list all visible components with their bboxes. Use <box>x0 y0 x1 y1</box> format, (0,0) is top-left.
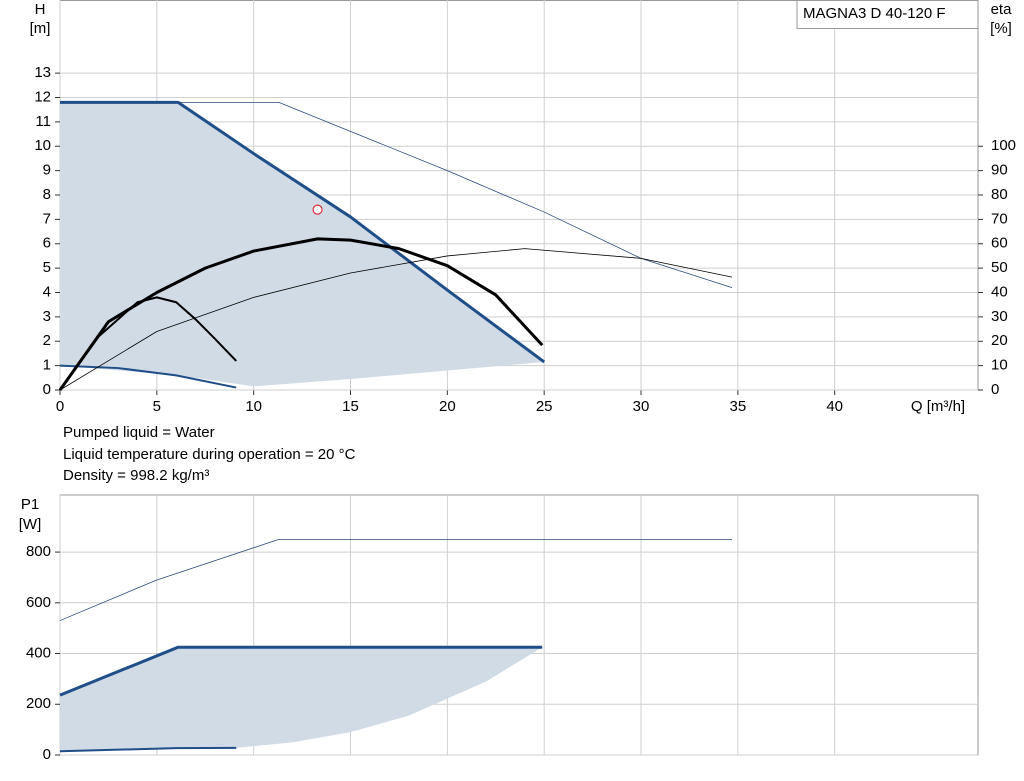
efficiency-curve <box>59 248 733 391</box>
y-tick-label: 1 <box>43 357 51 374</box>
x-tick-label: 30 <box>633 398 650 415</box>
y-tick-label: 2 <box>43 332 51 349</box>
y-tick-label: 12 <box>34 88 51 105</box>
operating-area <box>60 102 545 387</box>
plots: 0 5 10 15 20 25 30 35 40012345678910111213010203… <box>26 0 1016 763</box>
y-tick-label: 13 <box>34 64 51 81</box>
y-tick-label: 10 <box>34 137 51 154</box>
y2-tick-label: 20 <box>991 332 1008 349</box>
curve <box>59 364 237 389</box>
curve <box>59 645 543 697</box>
y-tick-label: 7 <box>43 210 51 227</box>
title-box <box>796 0 979 29</box>
efficiency-curve <box>59 296 237 391</box>
y2-tick-label: 10 <box>991 357 1008 374</box>
y-tick-label: 11 <box>35 113 51 130</box>
x-tick-label: 40 <box>826 398 843 415</box>
note: Liquid temperature during operation = 20… <box>63 446 356 463</box>
y-unit: [m] <box>30 20 51 37</box>
y-tick-label: 4 <box>43 283 51 300</box>
y2-tick-label: 100 <box>991 137 1016 154</box>
y2-tick-label: 90 <box>991 162 1008 179</box>
y-tick-label: 0 <box>43 381 51 398</box>
y2-tick-label: 70 <box>991 210 1008 227</box>
duty-point <box>312 204 323 215</box>
y-tick-label: 600 <box>26 594 51 611</box>
y-tick-label: 800 <box>26 543 51 560</box>
y2-tick-label: 50 <box>991 259 1008 276</box>
y2-tick-label: 40 <box>991 283 1008 300</box>
y-unit: [W] <box>19 516 42 533</box>
x-tick-label: 0 <box>56 398 64 415</box>
chart-title: MAGNA3 D 40-120 F <box>803 5 946 22</box>
y2-label: eta <box>991 1 1013 18</box>
y-tick-label: 0 <box>43 746 51 763</box>
y-tick-label: 6 <box>43 235 51 252</box>
x-tick-label: 35 <box>730 398 747 415</box>
operating-area <box>60 647 543 752</box>
note: Density = 998.2 kg/m³ <box>63 467 209 484</box>
curve <box>59 746 237 753</box>
y-tick-label: 400 <box>26 645 51 662</box>
y-tick-label: 8 <box>43 186 51 203</box>
y2-tick-label: 0 <box>991 381 999 398</box>
x-tick-label: 25 <box>536 398 553 415</box>
y-label: H <box>35 1 46 18</box>
y-tick-label: 9 <box>43 162 51 179</box>
y2-tick-label: 60 <box>991 235 1008 252</box>
y-tick-label: 200 <box>26 695 51 712</box>
y-tick-label: 3 <box>43 308 51 325</box>
curve <box>178 101 733 289</box>
note: Pumped liquid = Water <box>63 424 215 441</box>
y2-unit: [%] <box>990 20 1012 37</box>
curve <box>60 100 546 364</box>
y2-tick-label: 80 <box>991 186 1008 203</box>
x-tick-label: 10 <box>245 398 262 415</box>
x-tick-label: 5 <box>153 398 161 415</box>
x-tick-label: 20 <box>439 398 456 415</box>
x-label: Q [m³/h] <box>911 398 965 415</box>
y-tick-label: 5 <box>43 259 51 276</box>
y-label: P1 <box>21 496 39 513</box>
x-tick-label: 15 <box>342 398 359 415</box>
curve <box>59 538 733 621</box>
y2-tick-label: 30 <box>991 308 1008 325</box>
